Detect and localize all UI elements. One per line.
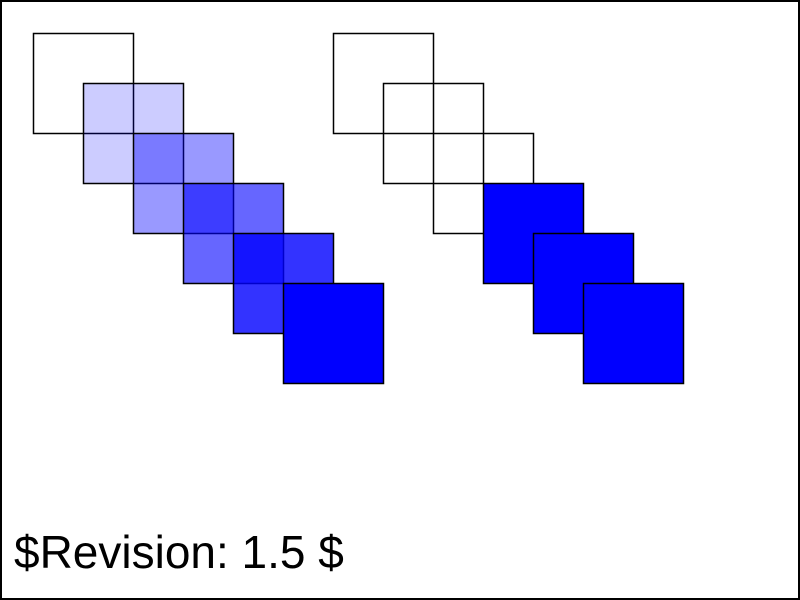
revision-label: $Revision: 1.5 $ (14, 526, 344, 578)
right-rect-group (332, 32, 685, 385)
left-group-square-6 (282, 282, 385, 385)
left-rect-group (32, 32, 385, 385)
right-group-square-6 (582, 282, 685, 385)
